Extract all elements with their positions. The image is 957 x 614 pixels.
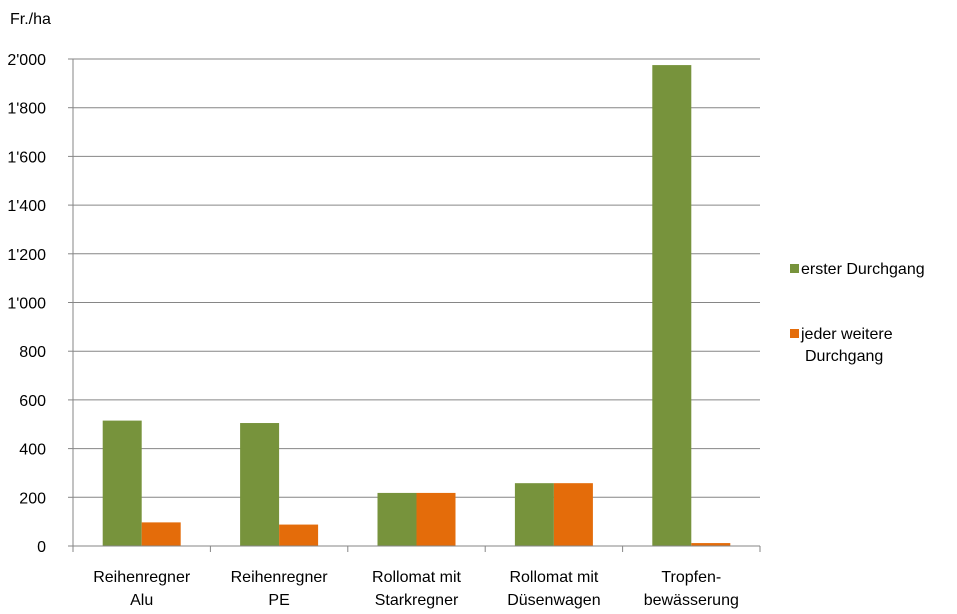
legend: erster Durchgang jeder weitere Durchgang	[790, 261, 925, 365]
bar-erster-durchgang	[240, 423, 280, 546]
x-tick-label: Rollomat mit	[509, 569, 598, 586]
y-tick-label: 800	[19, 344, 46, 361]
legend-swatch	[790, 264, 799, 273]
bar-erster-durchgang	[514, 483, 554, 546]
bar-jeder-weitere-durchgang	[416, 492, 456, 546]
y-tick-label: 1'200	[7, 247, 46, 264]
y-tick-label: 0	[37, 539, 46, 556]
gridlines	[73, 58, 760, 498]
x-tick-label: bewässerung	[644, 592, 739, 609]
legend-label: erster Durchgang	[801, 261, 925, 278]
bar-jeder-weitere-durchgang	[279, 524, 319, 546]
y-tick-label: 400	[19, 442, 46, 459]
x-axis-tick-labels: Reihenregner Alu Reihenregner PE Rollomat mi…	[93, 569, 739, 609]
bars	[102, 65, 731, 547]
x-tick-label: Düsenwagen	[507, 592, 600, 609]
y-tick-label: 200	[19, 490, 46, 507]
x-tick-label: Reihenregner	[231, 569, 329, 586]
y-axis-unit-label: Fr./ha	[10, 11, 51, 28]
bar-jeder-weitere-durchgang	[141, 522, 181, 546]
y-tick-label: 1'800	[7, 101, 46, 118]
y-tick-label: 600	[19, 393, 46, 410]
y-tick-label: 1'600	[7, 149, 46, 166]
y-axis-tick-labels: 0 200 400 600 800 1'000 1'200 1'400 1'600 1'800 2'…	[7, 52, 46, 556]
x-tick-label: Rollomat mit	[372, 569, 461, 586]
legend-swatch	[790, 329, 799, 338]
legend-label: jeder weitere	[800, 326, 893, 343]
bar-erster-durchgang	[102, 420, 142, 546]
bar-erster-durchgang	[652, 65, 692, 547]
bar-erster-durchgang	[377, 492, 417, 546]
legend-label: Durchgang	[805, 348, 883, 365]
x-tick-label: Tropfen-	[661, 569, 721, 586]
bar-jeder-weitere-durchgang	[553, 483, 593, 546]
x-tick-label: Alu	[130, 592, 153, 609]
axes	[68, 58, 761, 552]
x-tick-label: PE	[268, 592, 289, 609]
x-tick-label: Reihenregner	[93, 569, 191, 586]
y-tick-label: 2'000	[7, 52, 46, 69]
x-tick-label: Starkregner	[375, 592, 459, 609]
bar-jeder-weitere-durchgang	[691, 543, 731, 546]
y-tick-label: 1'400	[7, 198, 46, 215]
y-tick-label: 1'000	[7, 296, 46, 313]
